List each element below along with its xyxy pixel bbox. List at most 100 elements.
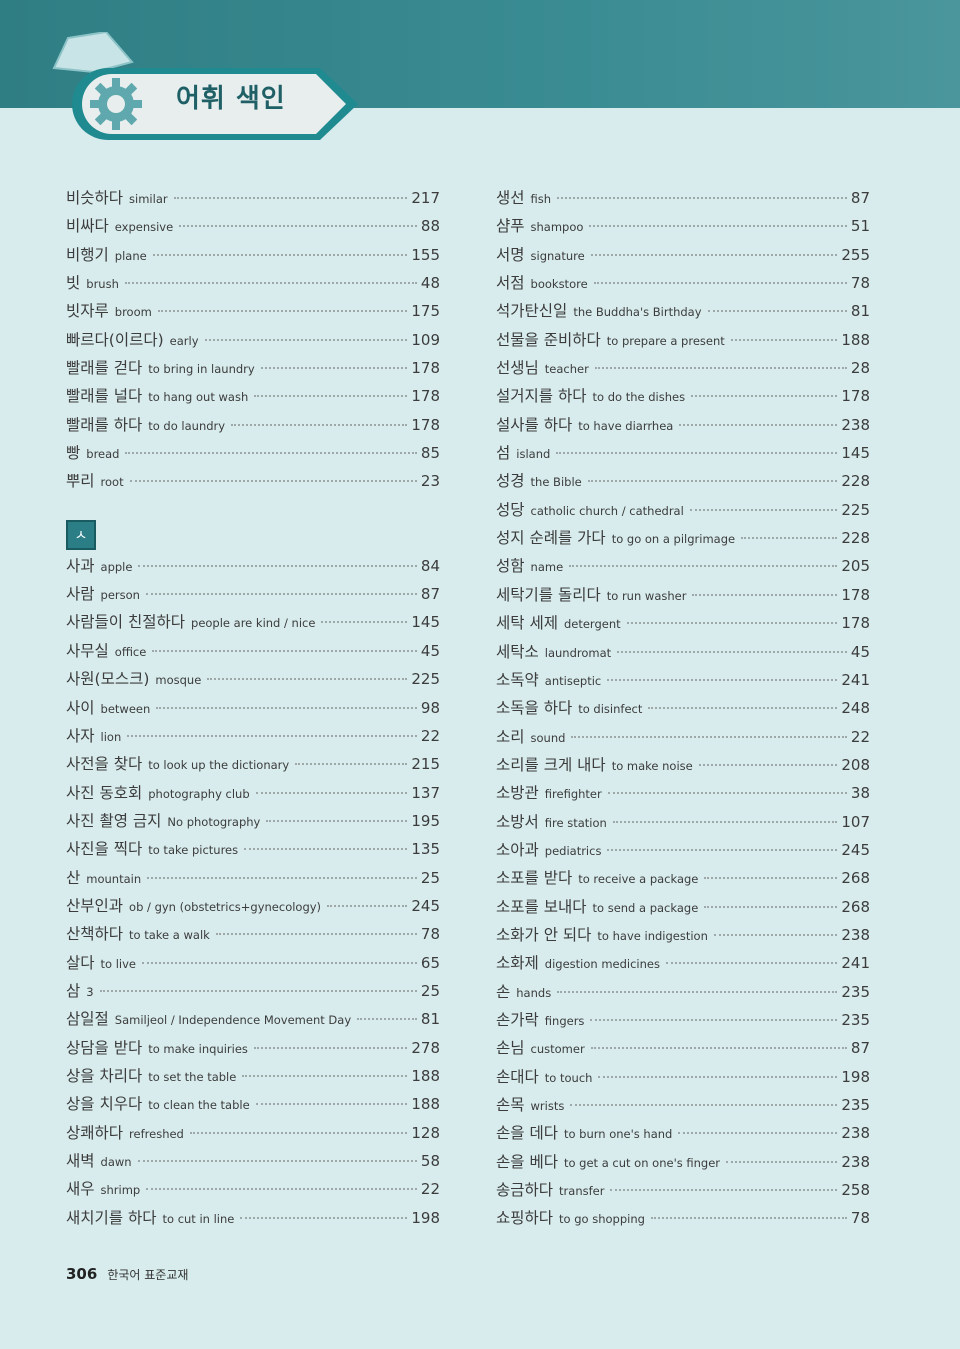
entry-korean: 빗자루 <box>66 302 109 321</box>
entry-english: office <box>114 644 147 659</box>
entry-english: brush <box>86 277 119 292</box>
entry-page: 241 <box>841 670 870 689</box>
index-entry: 비싸다 expensive 88 <box>66 214 440 242</box>
entry-page: 45 <box>850 642 870 661</box>
entry-korean: 빠르다(이르다) <box>66 330 164 349</box>
index-entry: 손을 베다 to get a cut on one's finger 238 <box>496 1150 870 1178</box>
entry-page: 245 <box>841 840 870 859</box>
entry-korean: 사이 <box>66 698 95 717</box>
entry-english: the Buddha's Birthday <box>573 305 702 320</box>
title-badge <box>48 32 368 150</box>
index-entry: 새벽 dawn 58 <box>66 1149 440 1177</box>
dot-leader <box>99 989 417 992</box>
dot-leader <box>598 1075 838 1078</box>
entry-english: lion <box>100 729 122 744</box>
entry-page: 22 <box>420 726 440 745</box>
entry-korean: 소리 <box>496 727 525 746</box>
dot-leader <box>253 1046 408 1049</box>
dot-leader <box>679 423 838 426</box>
entry-korean: 소독약 <box>496 670 539 689</box>
index-entry: 사전을 찾다 to look up the dictionary 215 <box>66 752 440 780</box>
entry-korean: 서점 <box>496 274 525 293</box>
entry-english: to send a package <box>592 900 699 915</box>
entry-korean: 비행기 <box>66 245 109 264</box>
entry-english: antiseptic <box>544 673 602 688</box>
entry-english: shrimp <box>100 1183 141 1198</box>
entry-korean: 사전을 찾다 <box>66 755 143 774</box>
entry-english: shampoo <box>530 220 584 235</box>
entry-korean: 사진 촬영 금지 <box>66 811 162 830</box>
entry-english: to burn one's hand <box>563 1127 673 1142</box>
dot-leader <box>713 933 838 936</box>
entry-page: 25 <box>420 981 440 1000</box>
index-entry: 소리 sound 22 <box>496 725 870 753</box>
entry-korean: 사진 동호회 <box>66 783 143 802</box>
entry-english: transfer <box>559 1184 605 1199</box>
entry-page: 238 <box>841 1152 870 1171</box>
dot-leader <box>590 253 838 256</box>
entry-english: plane <box>114 248 147 263</box>
entry-english: dawn <box>100 1155 132 1169</box>
index-entry: 세탁 세제 detergent 178 <box>496 611 870 639</box>
entry-english: to disinfect <box>578 702 643 717</box>
entry-korean: 설사를 하다 <box>496 415 573 434</box>
entry-english: mountain <box>86 871 142 886</box>
dot-leader <box>244 848 408 851</box>
index-entry: 설사를 하다 to have diarrhea 238 <box>496 413 870 441</box>
index-entry: 소리를 크게 내다 to make noise 208 <box>496 753 870 781</box>
entry-korean: 살다 <box>66 953 95 972</box>
entry-english: sound <box>530 730 566 745</box>
dot-leader <box>612 820 838 823</box>
index-entry: 뿌리 root 23 <box>66 469 440 497</box>
entry-korean: 빵 <box>66 444 81 463</box>
entry-korean: 성함 <box>496 557 525 576</box>
entry-english: Samiljeol / Independence Movement Day <box>114 1013 352 1028</box>
entry-english: to make noise <box>611 758 693 773</box>
index-entry: 상쾌하다 refreshed 128 <box>66 1121 440 1149</box>
entry-korean: 삼일절 <box>66 1010 109 1029</box>
entry-page: 78 <box>420 925 440 944</box>
entry-page: 81 <box>420 1010 440 1029</box>
entry-korean: 손 <box>496 982 511 1001</box>
entry-page: 208 <box>841 755 870 774</box>
entry-korean: 새치기를 하다 <box>66 1208 157 1227</box>
entry-page: 245 <box>411 896 440 915</box>
entry-page: 235 <box>841 1010 870 1029</box>
index-entry: 성함 name 205 <box>496 554 870 582</box>
index-group-siot: 사과 apple 84 사람 person 87 사람들이 친절하다 people are k… <box>66 554 440 1234</box>
entry-english: No photography <box>167 814 261 829</box>
dot-leader <box>242 1074 408 1077</box>
entry-english: laundromat <box>544 645 612 660</box>
entry-page: 225 <box>411 670 440 689</box>
dot-leader <box>156 706 417 709</box>
index-entry: 산부인과 ob / gyn (obstetrics+gynecology) 245 <box>66 894 440 922</box>
entry-english: to set the table <box>148 1069 237 1084</box>
entry-page: 84 <box>420 556 440 575</box>
entry-english: hands <box>516 985 552 1000</box>
index-entry: 설거지를 하다 to do the dishes 178 <box>496 384 870 412</box>
index-column-right: 생선 fish 87 샴푸 shampoo 51 서명 signature 255 서점 books… <box>496 186 870 1235</box>
entry-english: 3 <box>86 984 94 999</box>
index-entry: 소방관 firefighter 38 <box>496 781 870 809</box>
entry-page: 178 <box>841 614 870 633</box>
dot-leader <box>590 1047 847 1050</box>
index-entry: 사원(모스크) mosque 225 <box>66 667 440 695</box>
index-entry: 소아과 pediatrics 245 <box>496 838 870 866</box>
entry-english: signature <box>530 248 585 263</box>
entry-english: to bring in laundry <box>148 362 255 377</box>
index-entry: 손가락 fingers 235 <box>496 1008 870 1036</box>
index-entry: 섬 island 145 <box>496 441 870 469</box>
entry-english: to hang out wash <box>148 390 249 405</box>
entry-korean: 삼 <box>66 981 81 1000</box>
dot-leader <box>189 1131 408 1134</box>
entry-english: digestion medicines <box>544 957 660 972</box>
index-entry: 상담을 받다 to make inquiries 278 <box>66 1036 440 1064</box>
entry-korean: 뿌리 <box>66 472 95 491</box>
index-entry: 빨래를 하다 to do laundry 178 <box>66 413 440 441</box>
entry-korean: 상을 차리다 <box>66 1066 143 1085</box>
index-entry: 송금하다 transfer 258 <box>496 1178 870 1206</box>
entry-page: 255 <box>841 245 870 264</box>
entry-korean: 비싸다 <box>66 217 109 236</box>
entry-korean: 사무실 <box>66 641 109 660</box>
entry-page: 87 <box>420 585 440 604</box>
